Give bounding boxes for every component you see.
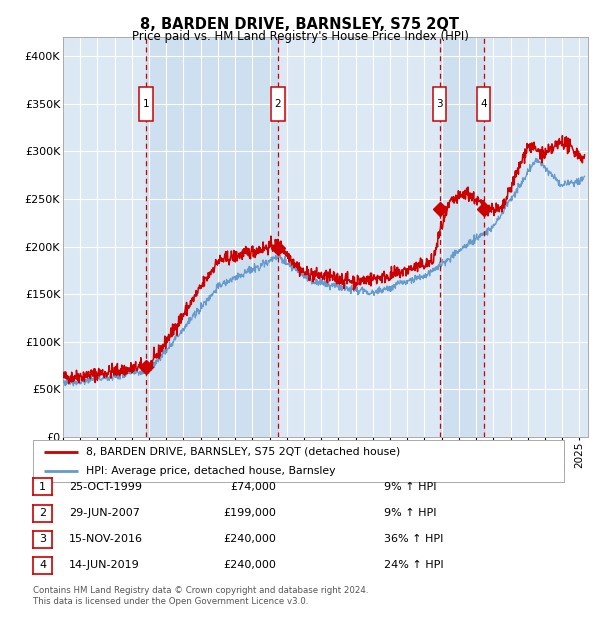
Text: £240,000: £240,000 [223,534,276,544]
Text: 8, BARDEN DRIVE, BARNSLEY, S75 2QT (detached house): 8, BARDEN DRIVE, BARNSLEY, S75 2QT (deta… [86,446,400,456]
FancyBboxPatch shape [478,87,490,121]
Text: 4: 4 [481,99,487,109]
Text: This data is licensed under the Open Government Licence v3.0.: This data is licensed under the Open Gov… [33,597,308,606]
Text: Contains HM Land Registry data © Crown copyright and database right 2024.: Contains HM Land Registry data © Crown c… [33,586,368,595]
FancyBboxPatch shape [433,87,446,121]
Text: £199,000: £199,000 [223,508,276,518]
Bar [440,37,484,437]
Text: 9% ↑ HPI: 9% ↑ HPI [384,508,437,518]
Text: 9% ↑ HPI: 9% ↑ HPI [384,482,437,492]
Text: 24% ↑ HPI: 24% ↑ HPI [384,560,443,570]
Text: 3: 3 [39,534,46,544]
Text: 1: 1 [143,99,149,109]
Text: 36% ↑ HPI: 36% ↑ HPI [384,534,443,544]
Text: 1: 1 [39,482,46,492]
Text: £74,000: £74,000 [230,482,276,492]
FancyBboxPatch shape [271,87,284,121]
Text: 2: 2 [275,99,281,109]
Text: £240,000: £240,000 [223,560,276,570]
Text: 3: 3 [436,99,443,109]
Text: 15-NOV-2016: 15-NOV-2016 [69,534,143,544]
Text: 2: 2 [39,508,46,518]
Text: 8, BARDEN DRIVE, BARNSLEY, S75 2QT: 8, BARDEN DRIVE, BARNSLEY, S75 2QT [140,17,460,32]
Bar [146,37,278,437]
FancyBboxPatch shape [139,87,152,121]
Text: 29-JUN-2007: 29-JUN-2007 [69,508,140,518]
Text: 14-JUN-2019: 14-JUN-2019 [69,560,140,570]
Text: 4: 4 [39,560,46,570]
Text: HPI: Average price, detached house, Barnsley: HPI: Average price, detached house, Barn… [86,466,335,476]
Text: Price paid vs. HM Land Registry's House Price Index (HPI): Price paid vs. HM Land Registry's House … [131,30,469,43]
Text: 25-OCT-1999: 25-OCT-1999 [69,482,142,492]
